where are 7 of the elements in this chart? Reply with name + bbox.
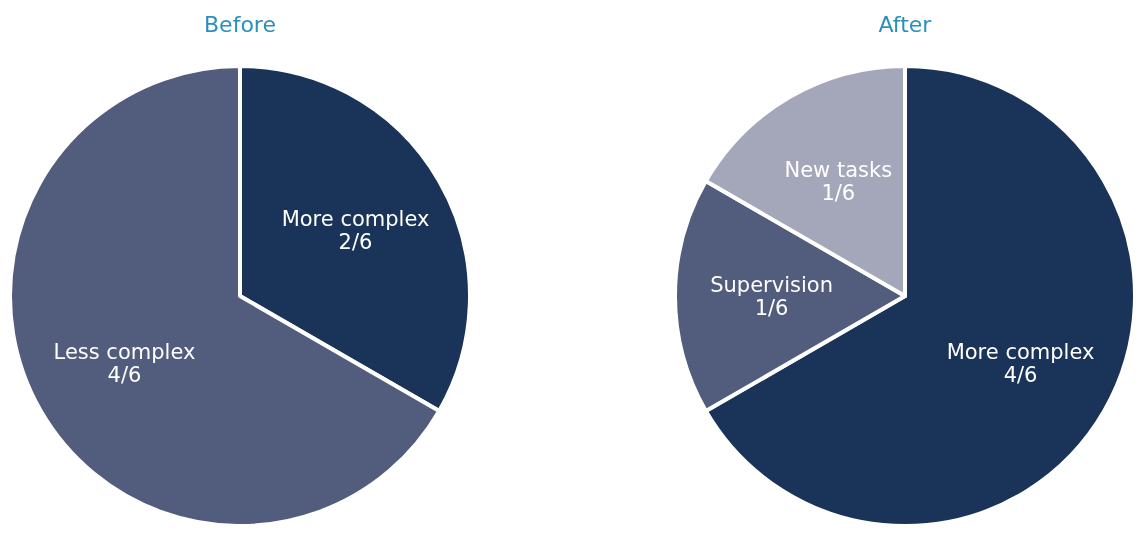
chart-title: Before [204,12,276,37]
slice-label: Supervision 1/6 [710,273,833,321]
slice-label: Less complex 4/6 [53,340,196,388]
slice-label: More complex 4/6 [946,340,1095,388]
slice-label: New tasks 1/6 [784,157,893,205]
slice-label: More complex 2/6 [281,206,430,254]
chart-title: After [878,12,933,37]
